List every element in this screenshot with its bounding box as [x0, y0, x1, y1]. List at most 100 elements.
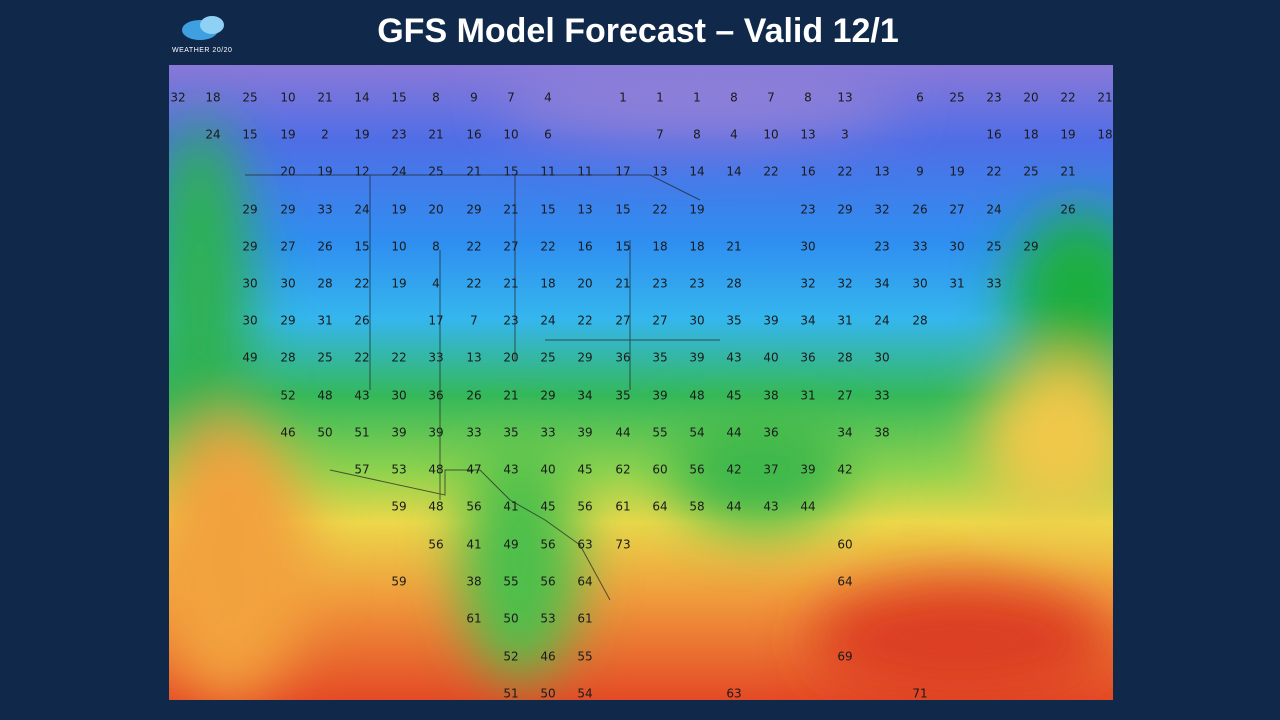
temperature-label: 6: [916, 91, 924, 105]
temperature-label: 36: [763, 426, 778, 440]
temperature-label: 34: [800, 314, 815, 328]
temperature-label: 28: [280, 351, 295, 365]
temperature-label: 25: [540, 351, 555, 365]
temperature-label: 21: [615, 277, 630, 291]
temperature-label: 51: [354, 426, 369, 440]
temperature-label: 28: [726, 277, 741, 291]
temperature-label: 44: [615, 426, 630, 440]
temperature-label: 36: [615, 351, 630, 365]
temperature-label: 31: [317, 314, 332, 328]
temperature-label: 46: [540, 650, 555, 664]
temperature-label: 13: [800, 128, 815, 142]
temperature-label: 15: [615, 240, 630, 254]
temperature-label: 34: [577, 389, 592, 403]
temperature-label: 20: [577, 277, 592, 291]
temperature-label: 19: [689, 203, 704, 217]
temperature-label: 35: [652, 351, 667, 365]
temperature-label: 24: [391, 165, 406, 179]
temperature-label: 19: [391, 277, 406, 291]
temperature-label: 23: [503, 314, 518, 328]
temperature-label: 56: [689, 463, 704, 477]
temperature-label: 30: [949, 240, 964, 254]
temperature-label: 52: [503, 650, 518, 664]
temperature-label: 21: [503, 389, 518, 403]
temperature-label: 27: [615, 314, 630, 328]
temperature-label: 15: [615, 203, 630, 217]
temperature-label: 19: [949, 165, 964, 179]
temperature-label: 60: [652, 463, 667, 477]
temperature-label: 15: [503, 165, 518, 179]
temperature-label: 12: [354, 165, 369, 179]
temperature-label: 42: [837, 463, 852, 477]
temperature-label: 22: [763, 165, 778, 179]
temperature-label: 48: [689, 389, 704, 403]
temperature-label: 38: [466, 575, 481, 589]
temperature-label: 23: [986, 91, 1001, 105]
temperature-label: 30: [689, 314, 704, 328]
temperature-label: 49: [242, 351, 257, 365]
temperature-label: 22: [466, 240, 481, 254]
temperature-label: 21: [1060, 165, 1075, 179]
temperature-label: 20: [503, 351, 518, 365]
temperature-label: 55: [503, 575, 518, 589]
temperature-label: 33: [874, 389, 889, 403]
temperature-label: 15: [540, 203, 555, 217]
temperature-label: 25: [1023, 165, 1038, 179]
temperature-label: 13: [874, 165, 889, 179]
temperature-label: 30: [391, 389, 406, 403]
temperature-label: 55: [652, 426, 667, 440]
temperature-label: 40: [540, 463, 555, 477]
temperature-label: 17: [615, 165, 630, 179]
temperature-label: 7: [470, 314, 478, 328]
temperature-label: 39: [800, 463, 815, 477]
temperature-label: 22: [391, 351, 406, 365]
temperature-label: 22: [540, 240, 555, 254]
temperature-label: 62: [615, 463, 630, 477]
temperature-label: 40: [763, 351, 778, 365]
temperature-label: 10: [503, 128, 518, 142]
temperature-label: 35: [726, 314, 741, 328]
temperature-label: 61: [466, 612, 481, 626]
temperature-label: 16: [577, 240, 592, 254]
temperature-label: 42: [726, 463, 741, 477]
temperature-label: 15: [354, 240, 369, 254]
temperature-label: 31: [800, 389, 815, 403]
temperature-label: 22: [837, 165, 852, 179]
temperature-label: 59: [391, 575, 406, 589]
temperature-label: 39: [763, 314, 778, 328]
temperature-label: 64: [577, 575, 592, 589]
temperature-label: 33: [540, 426, 555, 440]
temperature-label: 25: [986, 240, 1001, 254]
temperature-label: 50: [540, 687, 555, 701]
temperature-label: 19: [280, 128, 295, 142]
temperature-label: 21: [1097, 91, 1112, 105]
temperature-label: 10: [280, 91, 295, 105]
temperature-label: 23: [800, 203, 815, 217]
temperature-label: 38: [763, 389, 778, 403]
temperature-label: 18: [652, 240, 667, 254]
temperature-label: 28: [912, 314, 927, 328]
temperature-label: 4: [432, 277, 440, 291]
temperature-label: 50: [503, 612, 518, 626]
temperature-label: 49: [503, 538, 518, 552]
temperature-label: 64: [652, 500, 667, 514]
temperature-label: 7: [656, 128, 664, 142]
temperature-label: 28: [837, 351, 852, 365]
temperature-label: 24: [205, 128, 220, 142]
temperature-label: 32: [170, 91, 185, 105]
temperature-label: 4: [730, 128, 738, 142]
temperature-label: 9: [470, 91, 478, 105]
temperature-label: 63: [726, 687, 741, 701]
temperature-label: 53: [540, 612, 555, 626]
temperature-label: 4: [544, 91, 552, 105]
temperature-label: 23: [652, 277, 667, 291]
temperature-label: 22: [354, 277, 369, 291]
temperature-label: 30: [912, 277, 927, 291]
temperature-label: 61: [577, 612, 592, 626]
temperature-label: 48: [317, 389, 332, 403]
temperature-label: 73: [615, 538, 630, 552]
temperature-label: 54: [577, 687, 592, 701]
temperature-label: 21: [503, 203, 518, 217]
temperature-label: 41: [466, 538, 481, 552]
